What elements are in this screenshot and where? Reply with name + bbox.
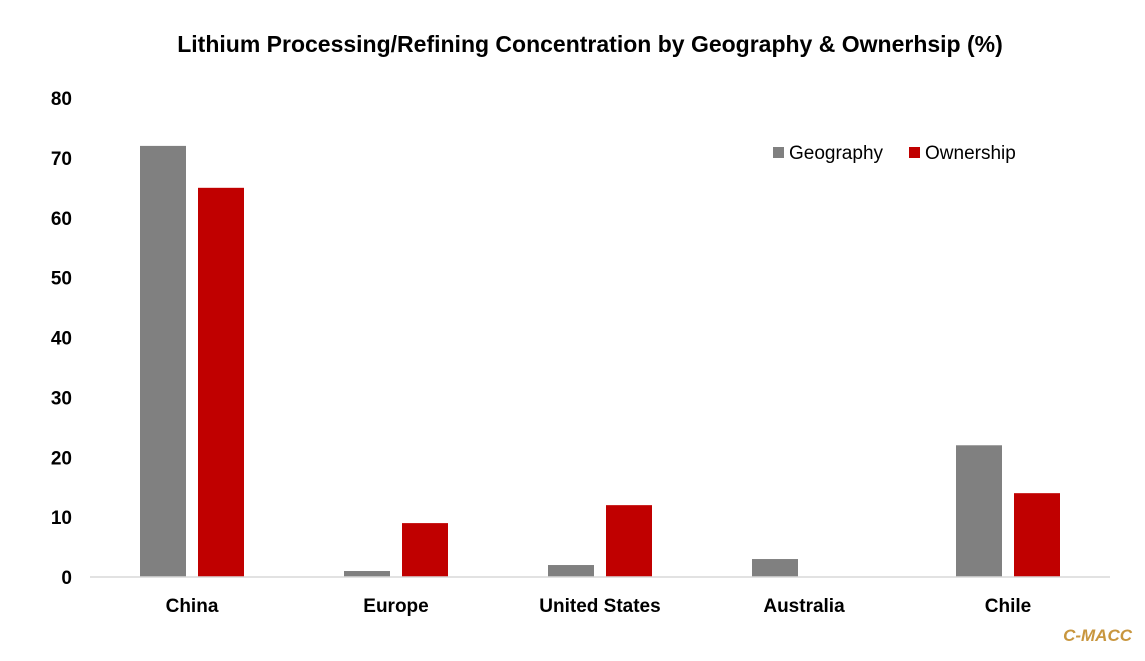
bar-ownership-united-states	[606, 505, 652, 577]
y-tick-label: 70	[51, 149, 72, 170]
x-tick-label: China	[166, 596, 219, 617]
bar-ownership-chile	[1014, 493, 1060, 577]
x-tick-label: Europe	[363, 596, 428, 617]
x-tick-label: Australia	[763, 596, 845, 617]
chart-title: Lithium Processing/Refining Concentratio…	[177, 31, 1003, 57]
bar-ownership-europe	[402, 523, 448, 577]
x-axis-labels: China Europe United States Australia Chile	[166, 596, 1032, 617]
bar-geography-australia	[752, 559, 798, 577]
y-tick-label: 10	[51, 508, 72, 529]
y-axis-ticks: 0 10 20 30 40 50 60 70 80	[51, 89, 72, 589]
y-tick-label: 50	[51, 269, 72, 290]
legend-label-ownership: Ownership	[925, 143, 1016, 164]
y-tick-label: 60	[51, 209, 72, 230]
y-tick-label: 40	[51, 329, 72, 350]
bar-geography-europe	[344, 571, 390, 577]
x-tick-label: Chile	[985, 596, 1031, 617]
legend-label-geography: Geography	[789, 143, 884, 164]
y-tick-label: 20	[51, 448, 72, 469]
bar-geography-united-states	[548, 565, 594, 577]
bar-geography-china	[140, 145, 186, 577]
source-watermark: C-MACC	[1063, 626, 1133, 645]
y-tick-label: 0	[61, 568, 72, 589]
y-tick-label: 80	[51, 89, 72, 110]
bar-geography-chile	[956, 445, 1002, 577]
legend-swatch-ownership	[909, 147, 920, 158]
y-tick-label: 30	[51, 388, 72, 409]
legend: Geography Ownership	[773, 143, 1016, 164]
x-tick-label: United States	[539, 596, 660, 617]
bar-ownership-china	[198, 187, 244, 577]
bars	[140, 145, 1060, 577]
legend-swatch-geography	[773, 147, 784, 158]
